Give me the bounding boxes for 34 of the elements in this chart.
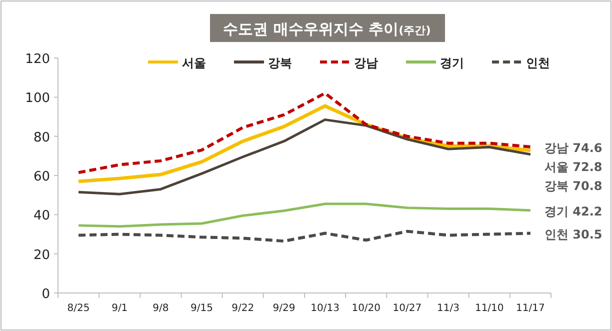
y-tick-label: 100 <box>25 91 50 106</box>
x-tick-label: 9/1 <box>112 303 128 314</box>
y-tick-label: 0 <box>42 287 50 302</box>
y-tick-label: 20 <box>33 248 50 263</box>
annotation: 강북 70.8 <box>544 178 602 193</box>
legend-label: 서울 <box>182 56 206 70</box>
annotation: 서울 72.8 <box>544 160 602 174</box>
x-tick-label: 11/10 <box>474 303 504 314</box>
line-series <box>77 202 532 228</box>
x-tick-label: 9/15 <box>190 303 214 314</box>
annotation: 경기 42.2 <box>544 204 602 218</box>
x-tick-label: 10/27 <box>392 303 422 314</box>
annotation: 강남 74.6 <box>544 140 602 155</box>
legend-label: 경기 <box>440 56 464 70</box>
line-series <box>77 230 532 243</box>
line-series <box>77 118 532 196</box>
x-tick-label: 8/25 <box>67 303 90 314</box>
y-tick-label: 80 <box>33 130 50 146</box>
legend-label: 강북 <box>268 56 292 70</box>
x-tick-label: 11/17 <box>516 303 545 314</box>
annotation: 인천 30.5 <box>544 227 602 242</box>
legend-label: 인천 <box>526 56 550 70</box>
x-tick-label: 9/8 <box>152 303 169 314</box>
x-tick-label: 9/29 <box>272 303 296 314</box>
y-tick-label: 60 <box>33 170 50 184</box>
line-series <box>77 92 532 174</box>
chart-title: 수도권 매수우위지수 추이(주간) <box>223 20 431 38</box>
x-tick-label: 10/20 <box>352 303 381 314</box>
y-tick-label: 120 <box>25 52 50 67</box>
y-tick-label: 40 <box>33 208 50 224</box>
legend-label: 강남 <box>354 56 378 70</box>
x-tick-label: 11/3 <box>437 303 460 314</box>
x-tick-label: 10/13 <box>310 303 340 314</box>
x-tick-label: 9/22 <box>232 303 254 314</box>
